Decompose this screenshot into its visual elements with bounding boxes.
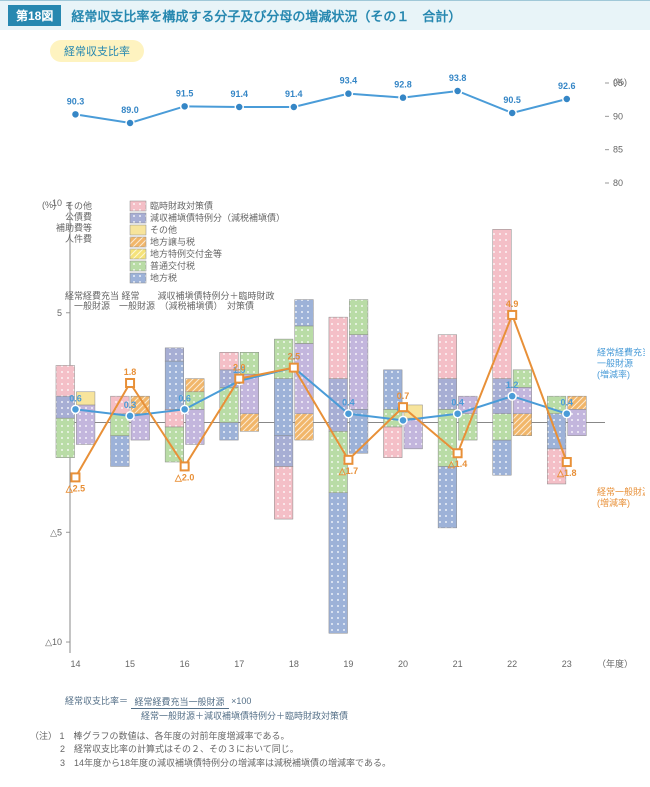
svg-text:93.4: 93.4	[340, 76, 358, 86]
main-bar-line-chart: (%)△10△5051014151617181920212223（年度）0.60…	[5, 183, 645, 683]
svg-text:地方譲与税: 地方譲与税	[150, 236, 195, 247]
svg-text:一般財源: 一般財源	[597, 358, 633, 369]
svg-text:90.3: 90.3	[67, 96, 85, 106]
svg-text:5: 5	[57, 308, 62, 318]
svg-text:その他: その他	[150, 224, 177, 235]
chart-area: (%)8085909590.389.091.591.491.493.492.89…	[5, 68, 645, 688]
svg-text:その他: その他	[65, 200, 92, 211]
ratio-badge: 経常収支比率	[50, 40, 144, 62]
svg-text:1.8: 1.8	[124, 367, 137, 377]
svg-text:（年度）: （年度）	[597, 658, 633, 669]
svg-text:補助費等: 補助費等	[56, 222, 92, 233]
formula-denominator: 経常一般財源＋減収補塡債特例分＋臨時財政対策債	[141, 709, 348, 722]
svg-text:0.4: 0.4	[561, 398, 574, 408]
bottom-formula: 経常収支比率＝ 経常経費充当一般財源 ×100 経常一般財源＋減収補塡債特例分＋…	[65, 694, 650, 722]
note-3: 3 14年度から18年度の減収補塡債特例分の増減率は減税補塡債の増減率である。	[60, 758, 391, 768]
svg-text:△1.8: △1.8	[556, 468, 576, 478]
svg-text:85: 85	[613, 145, 623, 155]
svg-text:0.6: 0.6	[69, 393, 82, 403]
svg-text:2.0: 2.0	[233, 363, 246, 373]
svg-text:16: 16	[180, 659, 190, 669]
formula-numerator: 経常経費充当一般財源	[131, 695, 229, 709]
svg-text:92.6: 92.6	[558, 81, 576, 91]
svg-text:90.5: 90.5	[503, 95, 521, 105]
svg-text:0.6: 0.6	[178, 393, 191, 403]
svg-text:人件費: 人件費	[65, 233, 92, 244]
figure-header: 第18図 経常収支比率を構成する分子及び分母の増減状況（その１ 合計）	[0, 0, 650, 30]
svg-text:4.9: 4.9	[506, 299, 519, 309]
svg-text:0.4: 0.4	[451, 398, 464, 408]
svg-text:17: 17	[234, 659, 244, 669]
svg-text:臨時財政対策債: 臨時財政対策債	[150, 200, 213, 211]
notes-prefix: （注）	[30, 731, 57, 741]
svg-text:1.2: 1.2	[506, 380, 519, 390]
svg-text:0.3: 0.3	[124, 400, 137, 410]
figure-title: 経常収支比率を構成する分子及び分母の増減状況（その１ 合計）	[71, 6, 461, 25]
svg-text:△1.4: △1.4	[447, 459, 467, 469]
svg-text:91.4: 91.4	[230, 89, 248, 99]
svg-text:15: 15	[125, 659, 135, 669]
top-line-chart: (%)8085909590.389.091.591.491.493.492.89…	[5, 68, 645, 198]
svg-text:一般財源 一般財源 （減税補塡債） 対策債: 一般財源 一般財源 （減税補塡債） 対策債	[65, 300, 254, 311]
formula-suffix: ×100	[231, 696, 251, 706]
svg-text:91.4: 91.4	[285, 89, 303, 99]
svg-text:経常経費充当: 経常経費充当	[597, 347, 645, 358]
svg-text:経常一般財源: 経常一般財源	[597, 486, 645, 497]
svg-text:22: 22	[507, 659, 517, 669]
note-2: 2 経常収支比率の計算式はその２、その３において同じ。	[60, 744, 299, 754]
svg-text:91.5: 91.5	[176, 88, 194, 98]
svg-text:21: 21	[453, 659, 463, 669]
svg-text:地方税: 地方税	[150, 272, 177, 283]
figure-number: 第18図	[8, 5, 61, 26]
svg-text:90: 90	[613, 111, 623, 121]
svg-text:0.7: 0.7	[397, 391, 410, 401]
svg-text:19: 19	[343, 659, 353, 669]
svg-text:18: 18	[289, 659, 299, 669]
svg-text:△10: △10	[45, 637, 62, 647]
svg-text:10: 10	[52, 198, 62, 208]
svg-text:地方特例交付金等: 地方特例交付金等	[150, 248, 222, 259]
svg-text:20: 20	[398, 659, 408, 669]
svg-text:△1.7: △1.7	[338, 466, 358, 476]
svg-text:(増減率): (増減率)	[597, 369, 630, 380]
svg-text:減収補塡債特例分（減税補塡債）: 減収補塡債特例分（減税補塡債）	[150, 212, 285, 223]
svg-text:普通交付税: 普通交付税	[150, 260, 195, 271]
svg-text:95: 95	[613, 78, 623, 88]
svg-text:公債費: 公債費	[65, 211, 92, 222]
footnotes: （注） 1 棒グラフの数値は、各年度の対前年度増減率である。 2 経常収支比率の…	[30, 730, 650, 771]
note-1: 1 棒グラフの数値は、各年度の対前年度増減率である。	[60, 731, 290, 741]
svg-text:92.8: 92.8	[394, 80, 412, 90]
svg-text:2.5: 2.5	[288, 352, 301, 362]
svg-text:14: 14	[70, 659, 80, 669]
svg-text:経常経費充当 経常 減収補塡債特例分＋臨時財政: 経常経費充当 経常 減収補塡債特例分＋臨時財政	[65, 290, 275, 301]
svg-text:△5: △5	[50, 527, 62, 537]
svg-text:(増減率): (増減率)	[597, 497, 630, 508]
svg-text:23: 23	[562, 659, 572, 669]
svg-text:△2.0: △2.0	[174, 472, 194, 482]
svg-text:△2.5: △2.5	[65, 483, 85, 493]
svg-text:0.4: 0.4	[342, 398, 355, 408]
svg-text:89.0: 89.0	[121, 105, 139, 115]
formula-lhs: 経常収支比率＝	[65, 696, 128, 706]
svg-text:93.8: 93.8	[449, 73, 467, 83]
figure-container: { "header": { "figure_number": "第18図", "…	[0, 0, 650, 770]
